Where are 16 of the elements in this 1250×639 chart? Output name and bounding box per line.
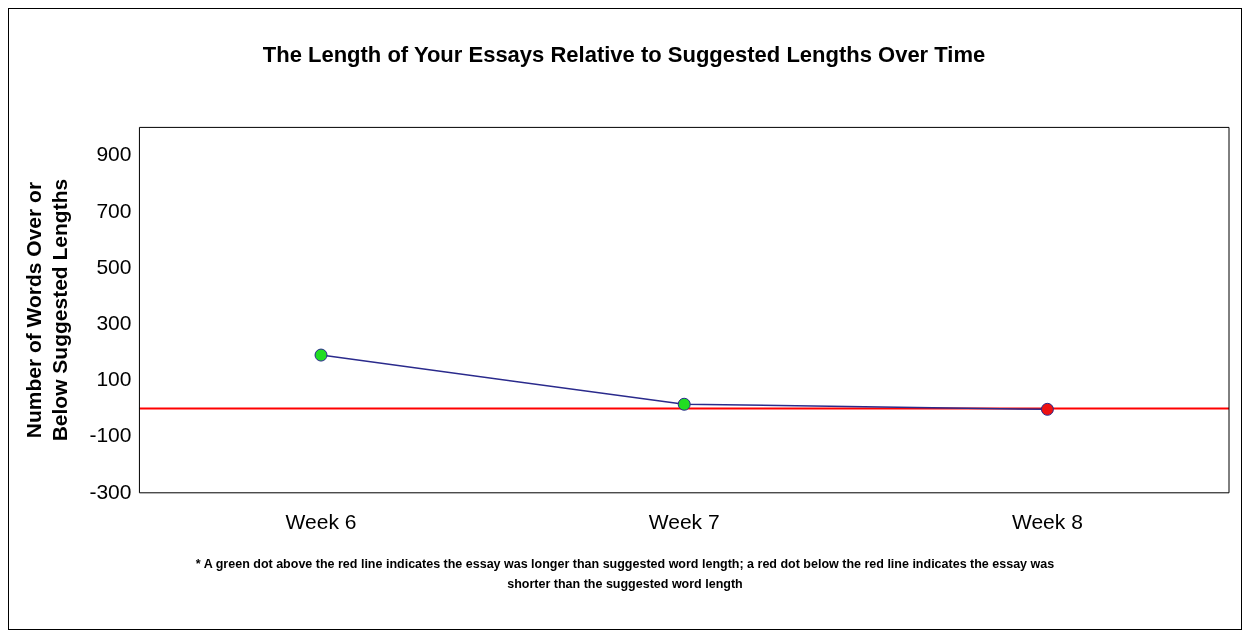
y-tick-label: -100 <box>89 423 132 447</box>
point <box>1040 402 1054 416</box>
text: * A green dot above the red line indicates the essay was longer than suggested word length; a red dot below the red line indicates the essay was shorter than the suggested word length <box>194 556 1056 593</box>
x-tick-label: Week 8 <box>1011 510 1083 534</box>
point <box>677 397 691 411</box>
y-tick-label: 900 <box>96 142 132 166</box>
y-tick-label: -300 <box>89 479 132 503</box>
y-tick-label: 700 <box>96 198 132 222</box>
x-tick-label: Week 7 <box>648 510 720 534</box>
y-axis-title: Number of Words Over or Below Suggested Lengths <box>22 178 71 442</box>
x-tick-label: Week 6 <box>285 510 357 534</box>
y-tick-label: 300 <box>96 310 132 334</box>
y-tick-label: 100 <box>96 367 132 391</box>
chart-title: The Length of Your Essays Relative to Suggested Lengths Over Time <box>262 42 986 68</box>
y-tick-label: 500 <box>96 254 132 278</box>
point <box>314 348 328 362</box>
